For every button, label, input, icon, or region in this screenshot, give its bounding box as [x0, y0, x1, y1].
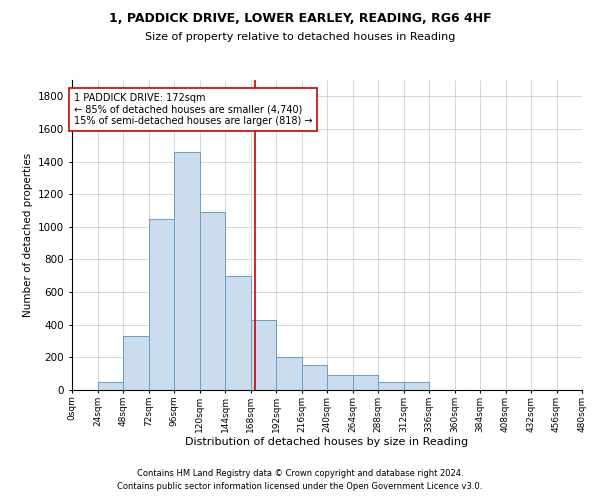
- Bar: [97, 382, 123, 390]
- Y-axis label: Number of detached properties: Number of detached properties: [23, 153, 32, 317]
- Bar: [327, 376, 353, 390]
- Bar: [149, 218, 174, 390]
- Bar: [404, 382, 429, 390]
- Bar: [302, 364, 327, 390]
- Bar: [353, 376, 378, 390]
- Text: Contains HM Land Registry data © Crown copyright and database right 2024.: Contains HM Land Registry data © Crown c…: [137, 468, 463, 477]
- Text: 1, PADDICK DRIVE, LOWER EARLEY, READING, RG6 4HF: 1, PADDICK DRIVE, LOWER EARLEY, READING,…: [109, 12, 491, 26]
- X-axis label: Distribution of detached houses by size in Reading: Distribution of detached houses by size …: [185, 438, 469, 448]
- Bar: [378, 382, 404, 390]
- Bar: [199, 212, 225, 390]
- Text: Size of property relative to detached houses in Reading: Size of property relative to detached ho…: [145, 32, 455, 42]
- Text: Contains public sector information licensed under the Open Government Licence v3: Contains public sector information licen…: [118, 482, 482, 491]
- Bar: [225, 276, 251, 390]
- Bar: [276, 358, 302, 390]
- Text: 1 PADDICK DRIVE: 172sqm
← 85% of detached houses are smaller (4,740)
15% of semi: 1 PADDICK DRIVE: 172sqm ← 85% of detache…: [74, 93, 313, 126]
- Bar: [174, 152, 199, 390]
- Bar: [251, 320, 276, 390]
- Bar: [123, 336, 149, 390]
